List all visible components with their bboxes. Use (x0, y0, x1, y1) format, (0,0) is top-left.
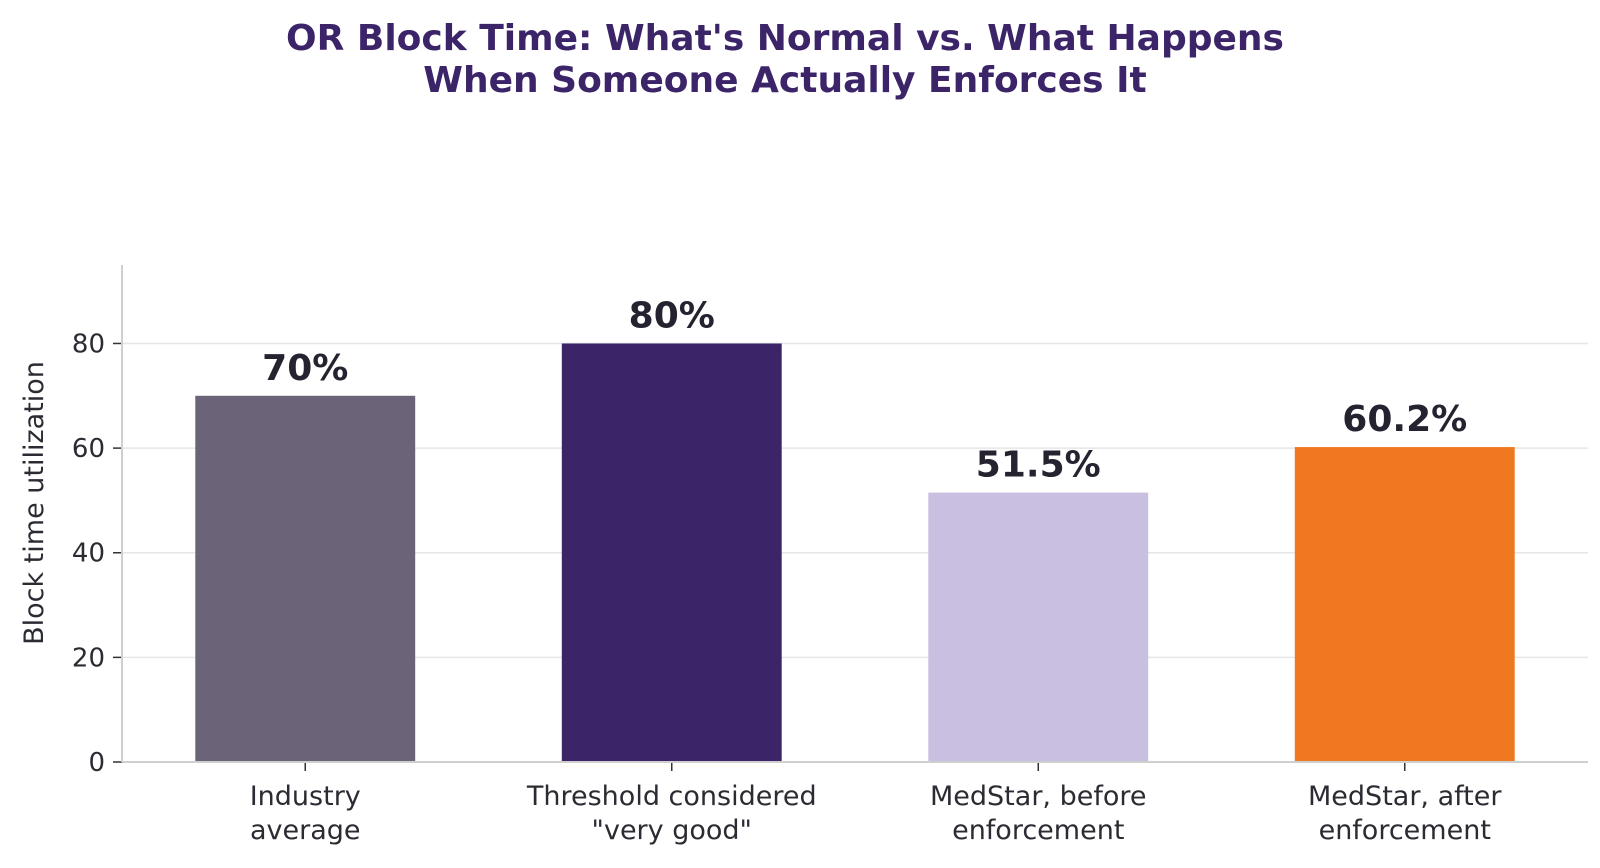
bar (195, 395, 416, 762)
bars (195, 343, 1515, 762)
chart-title-line-2: When Someone Actually Enforces It (423, 60, 1147, 101)
chart-title-line-1: OR Block Time: What's Normal vs. What Ha… (286, 18, 1284, 59)
chart-title: OR Block Time: What's Normal vs. What Ha… (286, 18, 1284, 101)
bar-value-label: 60.2% (1342, 399, 1467, 440)
x-category-label: MedStar, after enforcement (1308, 781, 1502, 846)
labels: 0 20 40 60 80 70% Industry average 80% Threshold … (72, 295, 1502, 846)
y-tick-label: 40 (72, 539, 105, 569)
bar (928, 492, 1149, 762)
x-category-label: Industry average (250, 781, 361, 846)
x-category-label: Threshold considered "very good" (526, 781, 817, 846)
axes (113, 265, 1588, 771)
y-tick-label: 60 (72, 434, 105, 464)
bar-value-label: 70% (262, 348, 348, 389)
bar (561, 343, 782, 762)
y-tick-label: 80 (72, 329, 105, 359)
y-tick-label: 20 (72, 643, 105, 673)
bar-value-label: 80% (629, 295, 715, 336)
y-tick-label: 0 (88, 748, 105, 778)
bar-value-label: 51.5% (976, 445, 1101, 486)
bar (1294, 447, 1515, 762)
y-axis-label: Block time utilization (19, 361, 50, 645)
x-category-label: MedStar, before enforcement (930, 781, 1146, 846)
